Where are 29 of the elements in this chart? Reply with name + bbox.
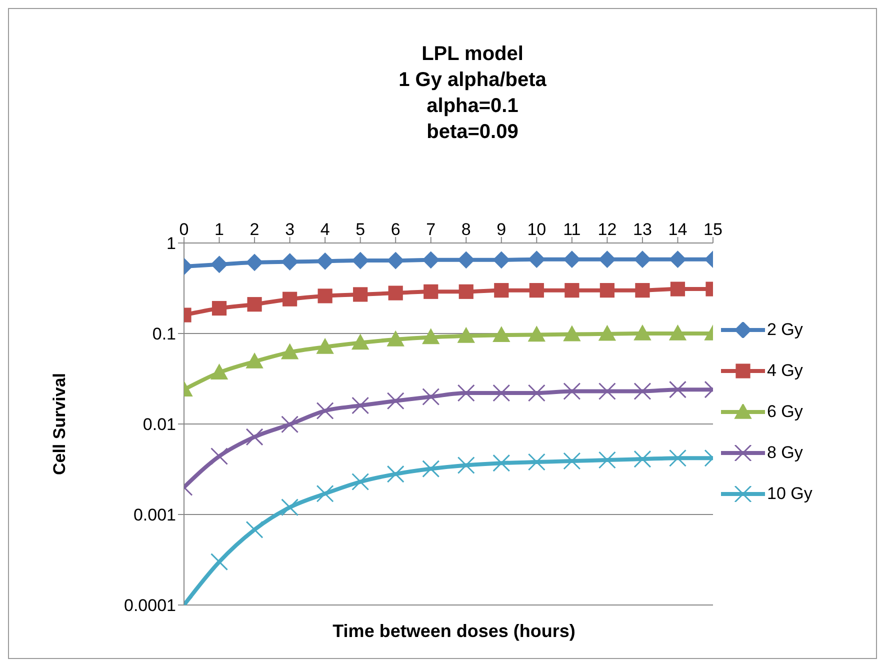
- x-tick-label: 15: [704, 220, 722, 239]
- y-tick-label: 0.0001: [124, 596, 176, 616]
- x-tick-label: 12: [598, 220, 617, 239]
- legend-label: 8 Gy: [767, 442, 803, 462]
- x-tick-label: 5: [356, 220, 366, 239]
- x-tick-label: 1: [214, 220, 224, 239]
- y-tick-label: 0.01: [142, 415, 176, 434]
- x-tick-label: 4: [320, 220, 330, 239]
- legend-label: 2 Gy: [767, 320, 803, 340]
- x-tick-label: 13: [633, 220, 652, 239]
- y-tick-label: 1: [166, 234, 176, 254]
- x-tick-label: 7: [426, 220, 436, 239]
- x-tick-label: 9: [496, 220, 506, 239]
- y-tick-label: 0.1: [152, 324, 176, 344]
- x-tick-label: 14: [668, 220, 688, 239]
- x-tick-label: 3: [285, 220, 295, 239]
- x-tick-label: 2: [250, 220, 260, 239]
- x-tick-label: 10: [527, 220, 546, 239]
- x-tick-label: 8: [461, 220, 471, 239]
- y-axis-title: Cell Survival: [50, 372, 70, 476]
- x-tick-label: 11: [563, 220, 581, 239]
- legend-label: 6 Gy: [767, 402, 803, 422]
- y-tick-label: 0.001: [133, 506, 176, 525]
- x-tick-label: 0: [179, 220, 189, 239]
- legend-label: 4 Gy: [767, 360, 803, 380]
- x-axis-title: Time between doses (hours): [332, 621, 576, 642]
- chart-title: LPL model 1 Gy alpha/beta alpha=0.1 beta=0.09: [398, 42, 548, 145]
- x-tick-label: 6: [390, 220, 400, 239]
- legend-label: 10 Gy: [767, 484, 812, 504]
